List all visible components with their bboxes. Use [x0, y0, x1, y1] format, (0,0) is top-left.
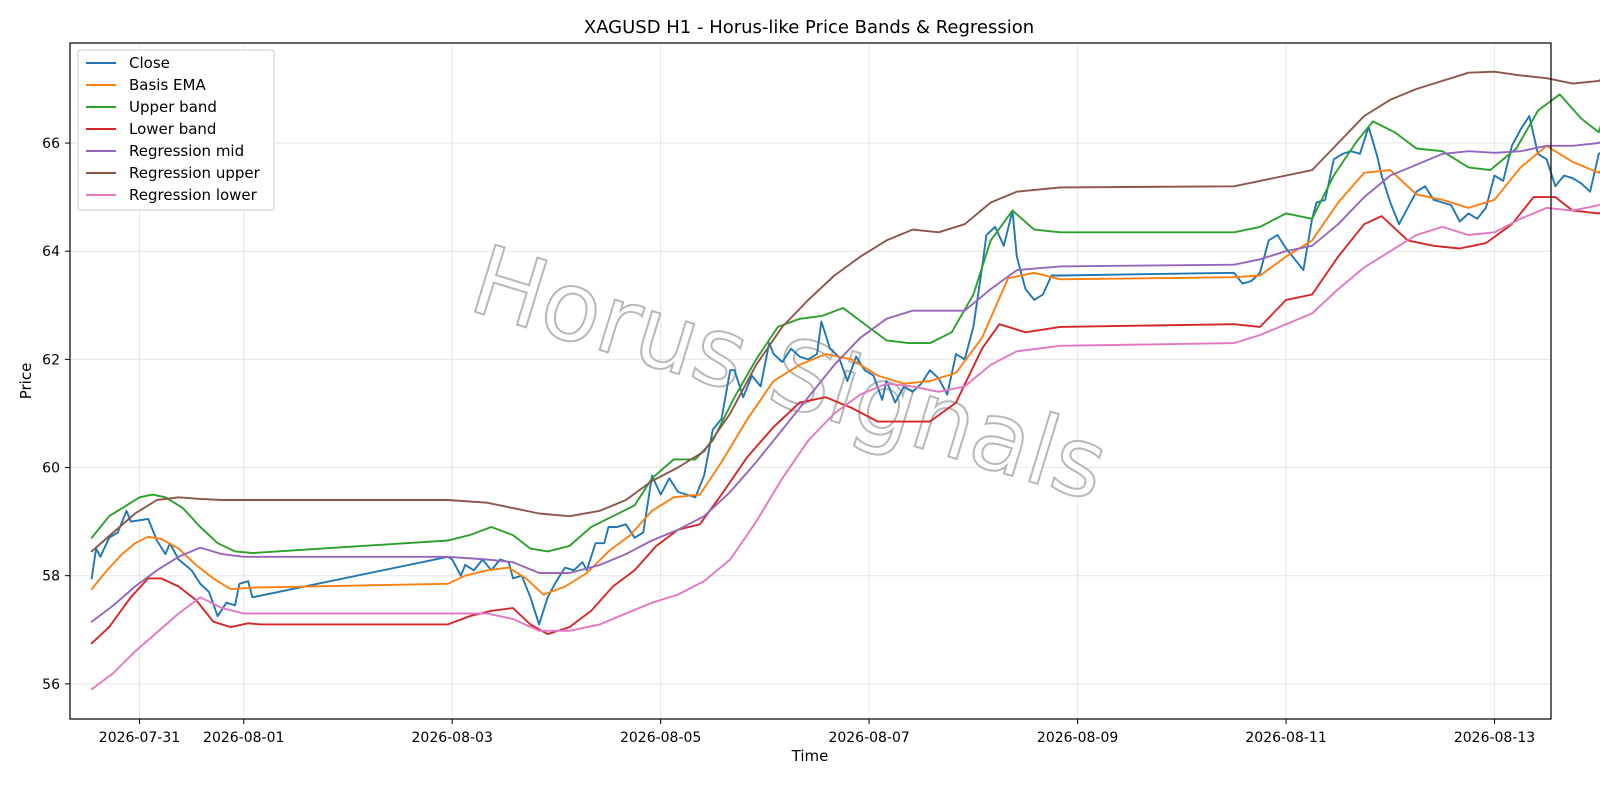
legend-label-upper-band: Upper band: [129, 98, 217, 116]
x-axis-label: Time: [791, 747, 829, 765]
x-tick-label: 2026-07-31: [99, 730, 180, 746]
y-tick-label: 66: [42, 136, 60, 152]
x-tick-label: 2026-08-05: [620, 730, 701, 746]
y-tick-label: 60: [42, 461, 60, 477]
y-tick-label: 64: [42, 244, 60, 260]
grid: [70, 43, 1551, 719]
series-line-upper-band: [90, 93, 1600, 554]
legend-label-regression-lower: Regression lower: [129, 186, 258, 204]
x-tick-label: 2026-08-03: [412, 730, 493, 746]
x-tick-label: 2026-08-13: [1454, 730, 1535, 746]
series-line-close: [90, 115, 1600, 626]
legend-label-regression-mid: Regression mid: [129, 142, 244, 160]
plot-frame: [69, 42, 1552, 720]
series-line-regression-upper: [90, 70, 1600, 553]
series-line-regression-mid: [90, 141, 1600, 623]
chart-title: XAGUSD H1 - Horus-like Price Bands & Reg…: [584, 17, 1034, 38]
y-axis-ticks: 56 58 60 62 64 66: [42, 136, 70, 693]
legend-label-regression-upper: Regression upper: [129, 164, 261, 182]
x-tick-label: 2026-08-11: [1245, 730, 1326, 746]
legend-label-lower-band: Lower band: [129, 120, 216, 138]
x-tick-label: 2026-08-07: [828, 730, 909, 746]
series-lines: [90, 70, 1600, 691]
y-axis-label: Price: [17, 363, 35, 400]
y-tick-label: 62: [42, 352, 60, 368]
y-tick-label: 58: [42, 569, 60, 585]
legend-label-close: Close: [129, 54, 170, 72]
x-tick-label: 2026-08-01: [203, 730, 284, 746]
legend: Close Basis EMA Upper band Lower band Regres…: [77, 49, 275, 211]
series-line-regression-lower: [90, 203, 1600, 691]
legend-label-basis-ema: Basis EMA: [129, 76, 206, 94]
y-tick-label: 56: [42, 677, 60, 693]
x-axis-ticks: 2026-07-31 2026-08-01 2026-08-03 2026-08-05…: [99, 719, 1535, 746]
x-tick-label: 2026-08-09: [1037, 730, 1118, 746]
legend-box: [77, 49, 275, 211]
